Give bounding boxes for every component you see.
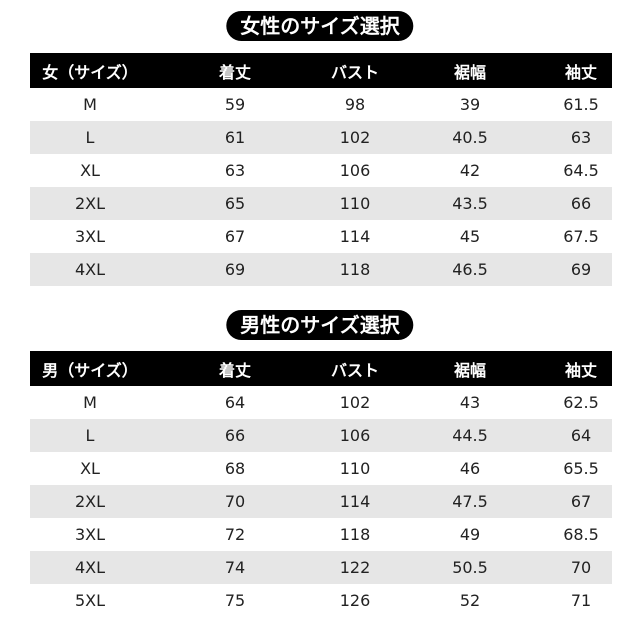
table-cell: 62.5 (563, 393, 599, 412)
table-cell: 70 (224, 492, 246, 511)
table-cell: 43 (459, 393, 481, 412)
table-cell: 74 (224, 558, 246, 577)
table-cell: 66 (570, 194, 592, 213)
table-cell: 45 (459, 227, 481, 246)
table-row: 4XL 69 118 46.5 69 (30, 253, 612, 286)
table-row: 4XL 74 122 50.5 70 (30, 551, 612, 584)
table-row: 2XL 65 110 43.5 66 (30, 187, 612, 220)
column-header: バスト (330, 360, 379, 380)
table-cell: 64 (570, 426, 592, 445)
column-header: 裾幅 (453, 360, 486, 380)
women-size-title: 女性のサイズ選択 (226, 11, 414, 41)
table-row: 3XL 67 114 45 67.5 (30, 220, 612, 253)
table-cell: 70 (570, 558, 592, 577)
table-row: XL 63 106 42 64.5 (30, 154, 612, 187)
table-cell: 126 (339, 591, 371, 610)
column-header: 男（サイズ） (42, 360, 138, 380)
column-header: バスト (330, 62, 379, 82)
table-cell: 66 (224, 426, 246, 445)
table-cell: 69 (570, 260, 592, 279)
table-cell: 43.5 (452, 194, 488, 213)
table-cell: 106 (339, 161, 371, 180)
table-cell: 72 (224, 525, 246, 544)
table-cell: 3XL (74, 525, 106, 544)
table-cell: 63 (570, 128, 592, 147)
table-cell: 114 (339, 492, 371, 511)
table-cell: 64 (224, 393, 246, 412)
table-cell: L (85, 426, 95, 445)
column-header: 着丈 (218, 360, 251, 380)
table-cell: 118 (339, 260, 371, 279)
table-cell: 102 (339, 393, 371, 412)
table-header: 女（サイズ） 着丈 バスト 裾幅 袖丈 (30, 53, 612, 88)
table-cell: 65 (224, 194, 246, 213)
table-cell: 49 (459, 525, 481, 544)
table-cell: 61 (224, 128, 246, 147)
table-cell: 52 (459, 591, 481, 610)
table-cell: XL (80, 459, 100, 478)
table-cell: 4XL (74, 558, 106, 577)
table-cell: 39 (459, 95, 481, 114)
table-cell: XL (80, 161, 100, 180)
table-cell: 110 (339, 459, 371, 478)
table-cell: 44.5 (452, 426, 488, 445)
men-size-table: 男（サイズ） 着丈 バスト 裾幅 袖丈 M 64 102 43 62.5 L 66 106 44.5 64 X… (30, 351, 612, 617)
table-cell: 50.5 (452, 558, 488, 577)
table-row: 5XL 75 126 52 71 (30, 584, 612, 617)
column-header: 袖丈 (564, 360, 597, 380)
table-cell: 68 (224, 459, 246, 478)
table-cell: 114 (339, 227, 371, 246)
table-cell: 67.5 (563, 227, 599, 246)
table-cell: 42 (459, 161, 481, 180)
table-cell: 64.5 (563, 161, 599, 180)
table-cell: 47.5 (452, 492, 488, 511)
table-cell: 40.5 (452, 128, 488, 147)
table-cell: 102 (339, 128, 371, 147)
column-header: 裾幅 (453, 62, 486, 82)
table-cell: 106 (339, 426, 371, 445)
table-cell: 67 (224, 227, 246, 246)
table-cell: 75 (224, 591, 246, 610)
table-cell: 110 (339, 194, 371, 213)
column-header: 女（サイズ） (42, 62, 138, 82)
table-row: 3XL 72 118 49 68.5 (30, 518, 612, 551)
table-cell: 65.5 (563, 459, 599, 478)
table-cell: 3XL (74, 227, 106, 246)
table-cell: 71 (570, 591, 592, 610)
table-row: L 61 102 40.5 63 (30, 121, 612, 154)
table-cell: 2XL (74, 492, 106, 511)
column-header: 袖丈 (564, 62, 597, 82)
table-cell: 118 (339, 525, 371, 544)
table-cell: 4XL (74, 260, 106, 279)
table-cell: 5XL (74, 591, 106, 610)
table-cell: 46.5 (452, 260, 488, 279)
table-cell: 46 (459, 459, 481, 478)
women-size-table: 女（サイズ） 着丈 バスト 裾幅 袖丈 M 59 98 39 61.5 L 61 102 40.5 63 XL… (30, 53, 612, 286)
table-cell: 98 (344, 95, 366, 114)
table-row: L 66 106 44.5 64 (30, 419, 612, 452)
column-header: 着丈 (218, 62, 251, 82)
table-cell: M (83, 95, 97, 114)
table-row: 2XL 70 114 47.5 67 (30, 485, 612, 518)
table-cell: 61.5 (563, 95, 599, 114)
table-cell: 67 (570, 492, 592, 511)
table-cell: 69 (224, 260, 246, 279)
table-cell: L (85, 128, 95, 147)
table-header: 男（サイズ） 着丈 バスト 裾幅 袖丈 (30, 351, 612, 386)
table-cell: M (83, 393, 97, 412)
table-cell: 68.5 (563, 525, 599, 544)
table-row: M 59 98 39 61.5 (30, 88, 612, 121)
table-row: M 64 102 43 62.5 (30, 386, 612, 419)
table-row: XL 68 110 46 65.5 (30, 452, 612, 485)
table-cell: 63 (224, 161, 246, 180)
table-cell: 2XL (74, 194, 106, 213)
table-cell: 59 (224, 95, 246, 114)
table-cell: 122 (339, 558, 371, 577)
men-size-title: 男性のサイズ選択 (226, 310, 414, 340)
